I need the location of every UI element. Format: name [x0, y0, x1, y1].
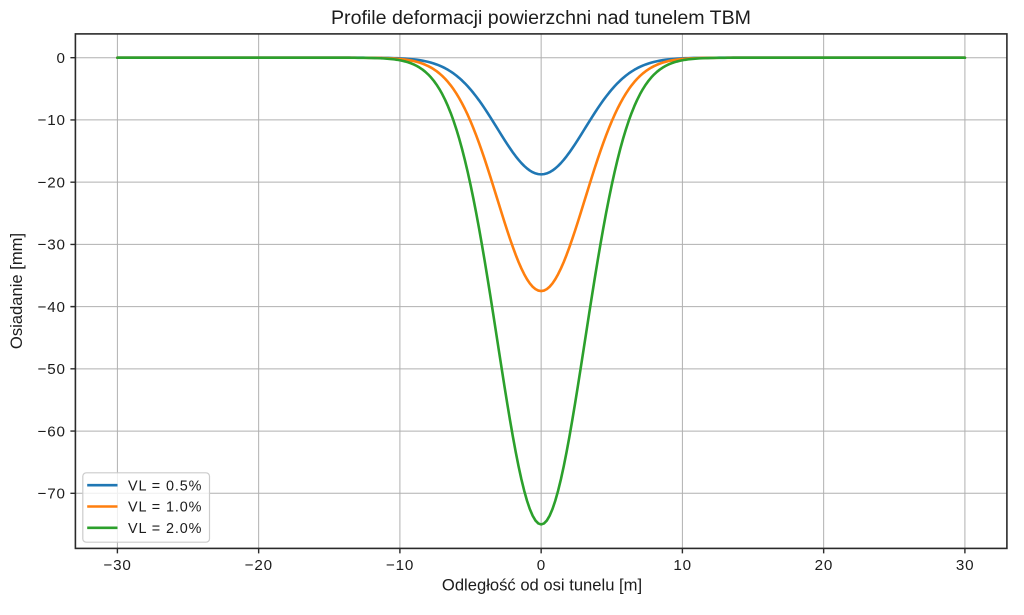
svg-text:VL = 1.0%: VL = 1.0% [128, 500, 202, 516]
svg-text:0: 0 [57, 50, 66, 67]
svg-text:−10: −10 [38, 112, 66, 129]
svg-text:−20: −20 [245, 557, 273, 574]
svg-text:−20: −20 [38, 174, 66, 191]
svg-text:−30: −30 [104, 557, 132, 574]
svg-text:−50: −50 [38, 361, 66, 378]
svg-text:10: 10 [673, 557, 692, 574]
svg-text:Osiadanie [mm]: Osiadanie [mm] [7, 233, 26, 349]
svg-text:20: 20 [815, 557, 834, 574]
svg-text:−60: −60 [38, 423, 66, 440]
svg-text:Profile deformacji powierzchni: Profile deformacji powierzchni nad tunel… [331, 7, 751, 29]
svg-text:−40: −40 [38, 299, 66, 316]
svg-text:VL = 2.0%: VL = 2.0% [128, 521, 202, 537]
svg-text:30: 30 [956, 557, 975, 574]
svg-text:Odległość od osi tunelu [m]: Odległość od osi tunelu [m] [442, 576, 642, 595]
svg-text:−70: −70 [38, 486, 66, 503]
svg-text:0: 0 [537, 557, 546, 574]
svg-text:VL = 0.5%: VL = 0.5% [128, 478, 202, 494]
svg-text:−30: −30 [38, 237, 66, 254]
svg-text:−10: −10 [386, 557, 414, 574]
